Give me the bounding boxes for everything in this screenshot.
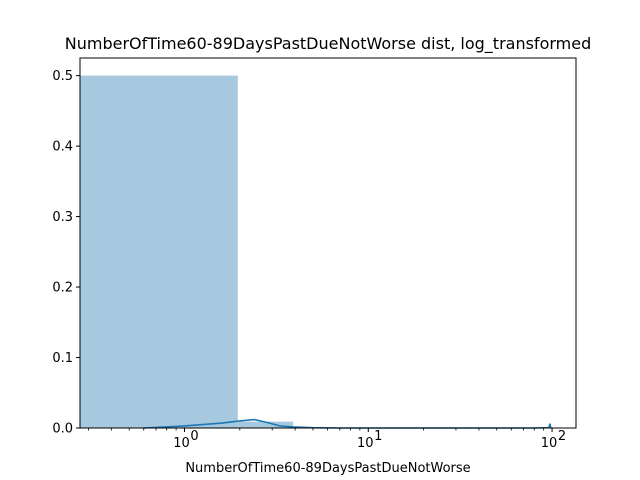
x-tick-exponent: 0 <box>190 429 198 444</box>
x-axis-label: NumberOfTime60-89DaysPastDueNotWorse <box>185 461 470 476</box>
chart-title: NumberOfTime60-89DaysPastDueNotWorse dis… <box>65 34 591 54</box>
histogram-bar <box>80 75 238 428</box>
y-tick-label: 0.4 <box>52 140 73 155</box>
x-tick-exponent: 2 <box>558 429 566 444</box>
histogram-bar <box>237 421 294 428</box>
y-tick-label: 0.1 <box>52 351 73 366</box>
y-axis: 0.0 0.1 0.2 0.3 0.4 0.5 <box>52 69 80 437</box>
x-tick-label: 10 <box>541 436 558 451</box>
plot-frame <box>79 57 577 429</box>
x-tick-exponent: 1 <box>374 429 382 444</box>
x-axis: 10 0 10 1 10 2 <box>88 428 566 451</box>
bar-group <box>80 75 551 429</box>
x-tick-label: 10 <box>173 436 190 451</box>
y-tick-label: 0.2 <box>52 281 73 296</box>
y-tick-label: 0.0 <box>52 422 73 437</box>
y-tick-label: 0.5 <box>52 69 73 84</box>
y-tick-label: 0.3 <box>52 210 73 225</box>
x-tick-label: 10 <box>357 436 374 451</box>
